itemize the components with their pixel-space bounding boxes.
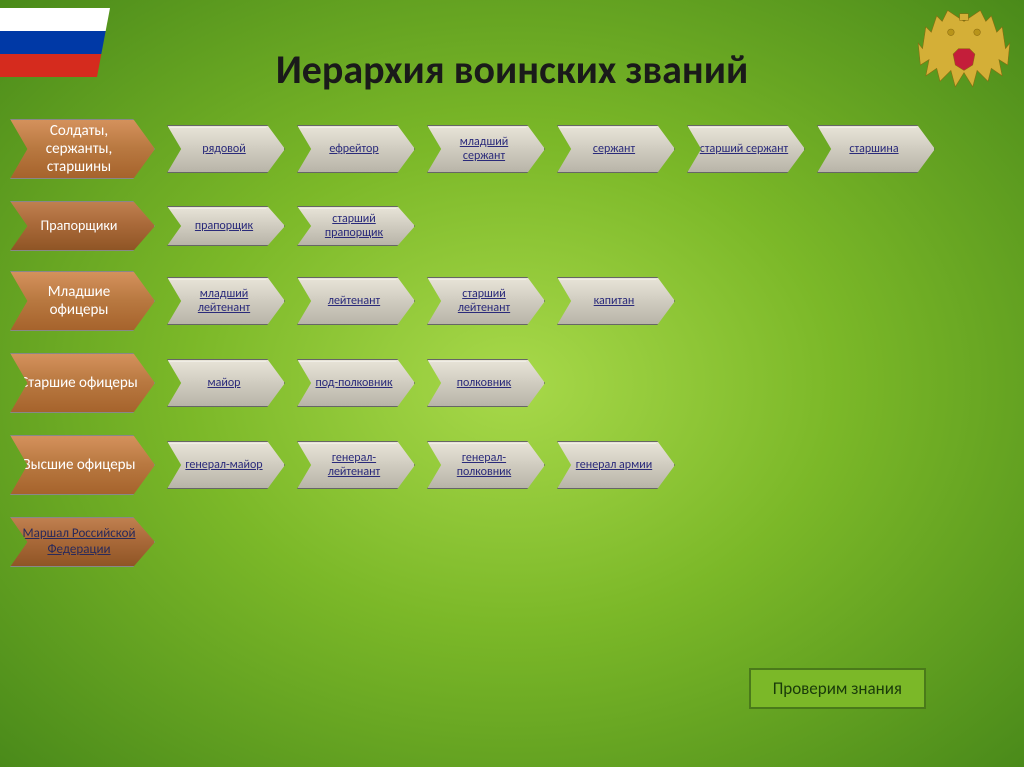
rank-item[interactable]: старший сержант <box>687 125 805 173</box>
category-text: Младшие офицеры <box>19 283 139 319</box>
rank-item[interactable]: старший прапорщик <box>297 206 415 246</box>
rank-item[interactable]: младший сержант <box>427 125 545 173</box>
rank-text: старший сержант <box>700 142 788 156</box>
category-text: Прапорщики <box>41 218 118 235</box>
category-label[interactable]: Маршал Российской Федерации <box>10 517 155 567</box>
rank-item[interactable]: генерал-лейтенант <box>297 441 415 489</box>
rank-text: генерал армии <box>576 458 652 472</box>
rank-item[interactable]: генерал-майор <box>167 441 285 489</box>
rank-item[interactable]: сержант <box>557 125 675 173</box>
hierarchy-row: Высшие офицеры генерал-майор генерал-лейте… <box>10 435 1024 495</box>
rank-text: генерал-полковник <box>438 451 530 480</box>
category-label: Старшие офицеры <box>10 353 155 413</box>
rank-item[interactable]: рядовой <box>167 125 285 173</box>
rank-item[interactable]: лейтенант <box>297 277 415 325</box>
russian-eagle-icon <box>909 5 1019 125</box>
rank-item[interactable]: младший лейтенант <box>167 277 285 325</box>
hierarchy-row: Маршал Российской Федерации <box>10 517 1024 567</box>
hierarchy-rows: Солдаты, сержанты, старшины рядовой ефрейт… <box>0 119 1024 567</box>
rank-text: младший сержант <box>438 135 530 164</box>
rank-item[interactable]: прапорщик <box>167 206 285 246</box>
hierarchy-row: Прапорщики прапорщик старший прапорщик <box>10 201 1024 251</box>
category-label: Солдаты, сержанты, старшины <box>10 119 155 179</box>
rank-item[interactable]: ефрейтор <box>297 125 415 173</box>
hierarchy-row: Старшие офицеры майор под-полковник полковн… <box>10 353 1024 413</box>
rank-text: капитан <box>594 294 635 308</box>
rank-text: прапорщик <box>195 219 253 233</box>
category-text: Маршал Российской Федерации <box>19 526 139 557</box>
rank-text: старший лейтенант <box>438 287 530 316</box>
rank-text: полковник <box>457 376 511 390</box>
category-label: Младшие офицеры <box>10 271 155 331</box>
rank-text: под-полковник <box>315 376 392 390</box>
rank-item[interactable]: полковник <box>427 359 545 407</box>
rank-item[interactable]: под-полковник <box>297 359 415 407</box>
rank-item[interactable]: капитан <box>557 277 675 325</box>
rank-text: рядовой <box>202 142 245 156</box>
page-title: Иерархия воинских званий <box>0 0 1024 119</box>
hierarchy-row: Младшие офицеры младший лейтенант лейтенан… <box>10 271 1024 331</box>
rank-text: старшина <box>849 142 898 156</box>
rank-text: майор <box>208 376 241 390</box>
category-text: Солдаты, сержанты, старшины <box>19 122 139 176</box>
rank-text: лейтенант <box>328 294 380 308</box>
rank-text: младший лейтенант <box>178 287 270 316</box>
category-text: Старшие офицеры <box>20 374 137 392</box>
rank-text: старший прапорщик <box>308 212 400 241</box>
rank-item[interactable]: старший лейтенант <box>427 277 545 325</box>
rank-item[interactable]: майор <box>167 359 285 407</box>
rank-text: ефрейтор <box>329 142 378 156</box>
rank-text: сержант <box>593 142 635 156</box>
rank-item[interactable]: генерал-полковник <box>427 441 545 489</box>
category-label: Прапорщики <box>10 201 155 251</box>
rank-item[interactable]: старшина <box>817 125 935 173</box>
category-text: Высшие офицеры <box>22 456 135 474</box>
hierarchy-row: Солдаты, сержанты, старшины рядовой ефрейт… <box>10 119 1024 179</box>
rank-text: генерал-лейтенант <box>308 451 400 480</box>
rank-item[interactable]: генерал армии <box>557 441 675 489</box>
category-label: Высшие офицеры <box>10 435 155 495</box>
check-knowledge-button[interactable]: Проверим знания <box>749 668 926 709</box>
russian-flag <box>0 8 110 78</box>
rank-text: генерал-майор <box>185 458 262 472</box>
